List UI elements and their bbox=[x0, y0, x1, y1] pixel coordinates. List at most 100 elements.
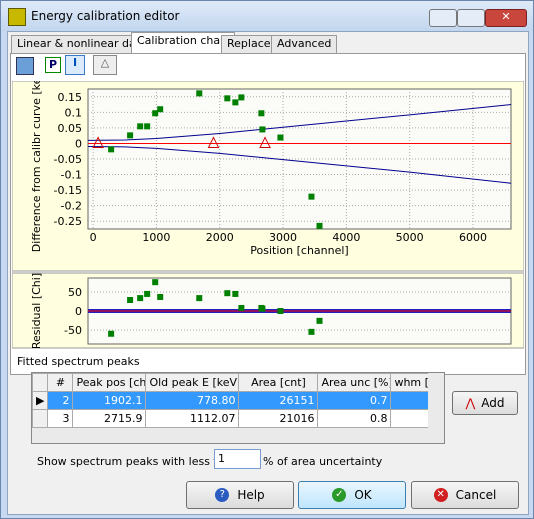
point bbox=[108, 146, 115, 153]
toolbar-button[interactable] bbox=[16, 57, 34, 75]
point bbox=[144, 290, 151, 297]
help-button[interactable]: ? Help bbox=[186, 481, 294, 509]
y-tick-label: 0 bbox=[75, 137, 82, 150]
point bbox=[92, 136, 104, 148]
point bbox=[277, 308, 284, 314]
point bbox=[137, 123, 144, 130]
cell: 3 bbox=[47, 409, 74, 428]
plot-area bbox=[87, 88, 512, 230]
column-header: # bbox=[47, 373, 74, 392]
point bbox=[232, 99, 239, 106]
point bbox=[207, 136, 220, 148]
cell: 0.8 bbox=[317, 409, 392, 428]
tab[interactable]: Calibration chart bbox=[131, 32, 235, 54]
point bbox=[157, 293, 164, 300]
cell: 2715.9 bbox=[72, 409, 147, 428]
charts: -0.25 -0.2 -0.15 -0.1 -0.05 0 0.05 0.1 0.15 0 1000… bbox=[12, 81, 524, 349]
minimize-button[interactable] bbox=[429, 9, 457, 27]
cancel-button[interactable]: ✕ Cancel bbox=[411, 481, 519, 509]
button-label: Add bbox=[481, 396, 505, 410]
point bbox=[308, 328, 315, 335]
maximize-button[interactable] bbox=[457, 9, 485, 27]
y-tick-label: -50 bbox=[64, 324, 82, 337]
x-tick-label: 2000 bbox=[206, 231, 234, 244]
y-tick-label: 0.15 bbox=[58, 91, 83, 104]
point bbox=[127, 132, 134, 139]
point bbox=[316, 317, 323, 324]
peaks-table: # Peak pos [ch] Old peak E [keV] Area [cnt]… bbox=[31, 372, 445, 444]
x-tick-label: 6000 bbox=[459, 231, 487, 244]
y-tick-label: 0.05 bbox=[58, 122, 83, 135]
y-tick-label: -0.2 bbox=[61, 200, 82, 213]
x-tick-label: 4000 bbox=[332, 231, 360, 244]
point bbox=[316, 222, 323, 229]
point bbox=[308, 193, 315, 200]
curve bbox=[87, 146, 512, 184]
table-row[interactable]: 3 2715.9 1112.07 21016 0.8 bbox=[32, 409, 439, 428]
scrollbar[interactable] bbox=[32, 428, 428, 443]
tab[interactable]: Advanced bbox=[271, 35, 338, 54]
point bbox=[259, 305, 266, 312]
point bbox=[259, 136, 271, 148]
table-row[interactable]: ▶ 2 1902.1 778.80 26151 0.7 bbox=[32, 391, 439, 410]
table: # Peak pos [ch] Old peak E [keV] Area [cnt]… bbox=[32, 373, 439, 428]
y-tick-label: -0.15 bbox=[54, 184, 82, 197]
y-tick-label: 50 bbox=[68, 286, 82, 299]
dialog-body: Linear & nonlinear data Calibration char… bbox=[7, 31, 529, 515]
section-label: Fitted spectrum peaks bbox=[17, 355, 140, 368]
cell: 21016 bbox=[238, 409, 319, 428]
toolbar-button[interactable]: I bbox=[65, 55, 85, 75]
point bbox=[277, 134, 284, 141]
ok-button[interactable]: ✓ OK bbox=[298, 481, 406, 509]
y-tick-label: 0 bbox=[75, 305, 82, 318]
button-label: Help bbox=[237, 488, 265, 502]
app-icon bbox=[8, 8, 26, 26]
point bbox=[157, 106, 164, 113]
row-indicator: ▶ bbox=[32, 391, 49, 410]
y-tick-label: -0.1 bbox=[61, 169, 82, 182]
header-row: # Peak pos [ch] Old peak E [keV] Area [cnt]… bbox=[32, 373, 439, 392]
point bbox=[144, 123, 151, 130]
row-indicator bbox=[32, 409, 49, 428]
row-indicator bbox=[32, 373, 49, 392]
cell: 26151 bbox=[238, 391, 319, 410]
y-tick-label: -0.05 bbox=[54, 153, 82, 166]
point bbox=[258, 110, 265, 117]
point bbox=[196, 90, 203, 97]
y-axis-label: Residual [Chi] bbox=[30, 273, 43, 349]
close-button[interactable]: ✕ bbox=[485, 9, 527, 27]
toolbar-button[interactable]: △ bbox=[93, 55, 117, 75]
point bbox=[238, 94, 245, 101]
point bbox=[152, 279, 159, 286]
scrollbar[interactable] bbox=[428, 373, 444, 443]
point bbox=[152, 110, 159, 117]
tab[interactable]: Linear & nonlinear data bbox=[11, 35, 153, 54]
column-header: Old peak E [keV] bbox=[145, 373, 240, 392]
point bbox=[238, 304, 245, 311]
tab-panel: P I △ -0.25 -0.2 -0.15 -0.1 -0.05 0 0.05 0.1 0.1… bbox=[10, 53, 526, 375]
filter-label: Show spectrum peaks with less than bbox=[37, 455, 239, 468]
x-tick-label: 5000 bbox=[396, 231, 424, 244]
column-header: Area [cnt] bbox=[238, 373, 319, 392]
point bbox=[137, 295, 144, 302]
x-tick-label: 1000 bbox=[142, 231, 170, 244]
x-tick-label: 3000 bbox=[269, 231, 297, 244]
x-axis-label: Position [channel] bbox=[250, 244, 348, 257]
point bbox=[108, 330, 115, 337]
add-button[interactable]: ⋀ Add bbox=[452, 391, 518, 415]
window-title: Energy calibration editor bbox=[31, 9, 180, 23]
cell: 1112.07 bbox=[145, 409, 240, 428]
y-tick-label: 0.1 bbox=[65, 106, 83, 119]
tab[interactable]: Replace bbox=[221, 35, 277, 54]
toolbar-button[interactable]: P bbox=[45, 57, 61, 73]
point bbox=[196, 295, 203, 302]
title-bar: Energy calibration editor ✕ bbox=[1, 1, 533, 31]
button-label: Cancel bbox=[455, 488, 497, 502]
threshold-input[interactable]: 1 bbox=[214, 449, 261, 469]
column-header: Area unc [%] bbox=[317, 373, 392, 392]
point bbox=[224, 290, 231, 297]
button-label: OK bbox=[354, 488, 372, 502]
curve bbox=[87, 104, 512, 141]
